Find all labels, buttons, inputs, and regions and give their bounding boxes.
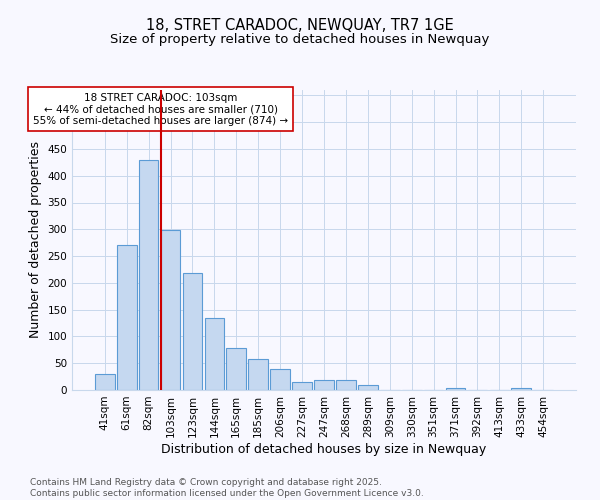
Bar [182, 273, 202, 390]
Text: Size of property relative to detached houses in Newquay: Size of property relative to detached ho… [110, 32, 490, 46]
Bar [95, 374, 115, 390]
Bar [248, 360, 268, 390]
Bar [270, 368, 290, 390]
Text: 18, STRET CARADOC, NEWQUAY, TR7 1GE: 18, STRET CARADOC, NEWQUAY, TR7 1GE [146, 18, 454, 32]
Bar [205, 318, 224, 390]
X-axis label: Distribution of detached houses by size in Newquay: Distribution of detached houses by size … [161, 442, 487, 456]
Bar [117, 246, 137, 390]
Bar [511, 388, 531, 390]
Y-axis label: Number of detached properties: Number of detached properties [29, 142, 42, 338]
Bar [161, 230, 181, 390]
Bar [446, 388, 466, 390]
Bar [139, 160, 158, 390]
Bar [358, 385, 378, 390]
Bar [292, 382, 312, 390]
Bar [336, 380, 356, 390]
Bar [226, 348, 246, 390]
Text: 18 STRET CARADOC: 103sqm
← 44% of detached houses are smaller (710)
55% of semi-: 18 STRET CARADOC: 103sqm ← 44% of detach… [33, 92, 288, 126]
Bar [314, 380, 334, 390]
Text: Contains HM Land Registry data © Crown copyright and database right 2025.
Contai: Contains HM Land Registry data © Crown c… [30, 478, 424, 498]
